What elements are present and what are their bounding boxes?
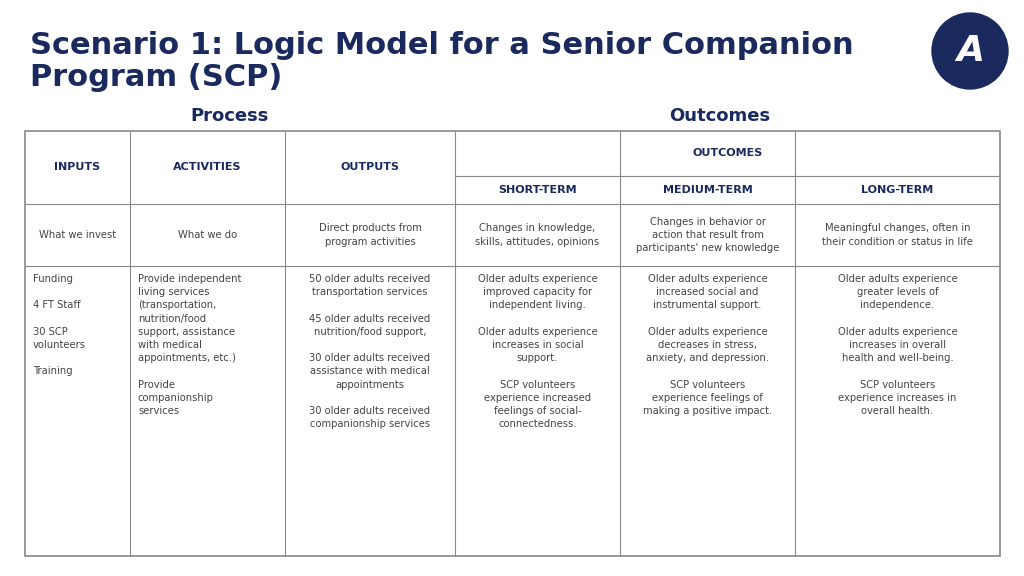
Text: Scenario 1: Logic Model for a Senior Companion: Scenario 1: Logic Model for a Senior Com… bbox=[30, 31, 854, 60]
Text: OUTPUTS: OUTPUTS bbox=[341, 162, 399, 172]
Text: Older adults experience
greater levels of
independence.

Older adults experience: Older adults experience greater levels o… bbox=[838, 274, 957, 416]
Text: Older adults experience
increased social and
instrumental support.

Older adults: Older adults experience increased social… bbox=[643, 274, 772, 416]
Text: 50 older adults received
transportation services

45 older adults received
nutri: 50 older adults received transportation … bbox=[309, 274, 431, 429]
Text: Outcomes: Outcomes bbox=[670, 107, 771, 125]
Text: Changes in knowledge,
skills, attitudes, opinions: Changes in knowledge, skills, attitudes,… bbox=[475, 223, 600, 247]
Text: Funding

4 FT Staff

30 SCP
volunteers

Training: Funding 4 FT Staff 30 SCP volunteers Tra… bbox=[33, 274, 86, 376]
Text: OUTCOMES: OUTCOMES bbox=[692, 149, 763, 158]
Text: Meaningful changes, often in
their condition or status in life: Meaningful changes, often in their condi… bbox=[822, 223, 973, 247]
Text: Changes in behavior or
action that result from
participants' new knowledge: Changes in behavior or action that resul… bbox=[636, 217, 779, 253]
Text: INPUTS: INPUTS bbox=[54, 162, 100, 172]
Bar bbox=[25, 131, 1000, 556]
Text: ACTIVITIES: ACTIVITIES bbox=[173, 162, 242, 172]
Text: Older adults experience
improved capacity for
independent living.

Older adults : Older adults experience improved capacit… bbox=[477, 274, 597, 429]
Text: Direct products from
program activities: Direct products from program activities bbox=[318, 223, 422, 247]
Text: A: A bbox=[956, 34, 984, 68]
Text: Process: Process bbox=[190, 107, 269, 125]
Text: Program (SCP): Program (SCP) bbox=[30, 63, 283, 92]
Text: What we invest: What we invest bbox=[39, 230, 116, 240]
Text: Provide independent
living services
(transportation,
nutrition/food
support, ass: Provide independent living services (tra… bbox=[138, 274, 242, 416]
Text: What we do: What we do bbox=[178, 230, 238, 240]
Text: MEDIUM-TERM: MEDIUM-TERM bbox=[663, 185, 753, 195]
Circle shape bbox=[932, 13, 1008, 89]
Text: LONG-TERM: LONG-TERM bbox=[861, 185, 934, 195]
Text: SHORT-TERM: SHORT-TERM bbox=[499, 185, 577, 195]
